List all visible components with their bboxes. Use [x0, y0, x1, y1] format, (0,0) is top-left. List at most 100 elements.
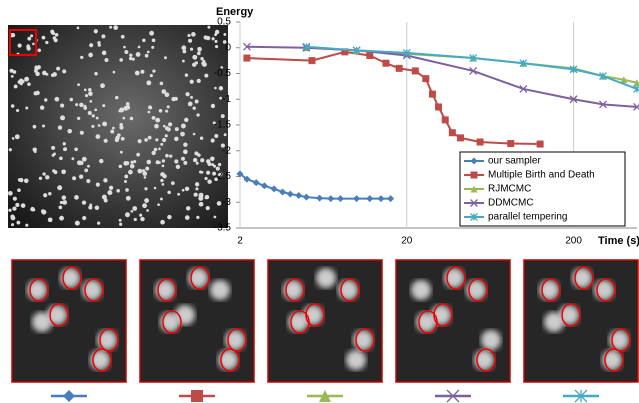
detection — [285, 278, 305, 302]
cell — [207, 179, 212, 184]
cell-blob — [283, 280, 303, 300]
cell — [83, 88, 87, 92]
cell — [191, 62, 197, 67]
zoom-box — [9, 29, 37, 56]
cell-blob — [60, 268, 80, 288]
point — [382, 59, 390, 67]
cell-blob — [609, 330, 629, 350]
cell — [45, 40, 49, 45]
detection — [611, 328, 631, 352]
cell — [205, 205, 210, 211]
cell — [10, 223, 15, 227]
cell — [38, 176, 43, 180]
cell — [115, 95, 119, 100]
cell — [192, 157, 198, 163]
point — [353, 195, 361, 203]
cell — [214, 29, 220, 35]
cell-blob — [218, 350, 238, 370]
cell — [151, 45, 155, 49]
cell — [196, 78, 201, 83]
cell — [219, 96, 223, 100]
cell — [199, 136, 204, 140]
cell — [184, 186, 190, 192]
cell — [27, 36, 32, 41]
cell — [167, 122, 173, 127]
cell — [133, 217, 137, 222]
cell-blob — [90, 350, 110, 370]
cell — [210, 138, 215, 143]
cell — [99, 158, 104, 164]
cell — [197, 48, 202, 52]
cell — [78, 174, 84, 179]
cell — [142, 169, 146, 173]
cell — [220, 66, 224, 69]
cell — [181, 188, 185, 192]
cell — [32, 124, 37, 129]
point — [302, 42, 311, 51]
cell — [164, 126, 170, 131]
point — [457, 134, 465, 142]
point — [366, 195, 374, 203]
cell-blob — [175, 305, 195, 325]
detection — [157, 278, 177, 302]
cell — [89, 43, 94, 48]
cell — [47, 217, 53, 223]
point — [243, 175, 251, 183]
cell — [206, 170, 211, 175]
point — [252, 179, 260, 187]
cell — [26, 44, 31, 49]
cell — [123, 45, 126, 49]
cell — [161, 164, 165, 168]
cell-blob — [431, 305, 451, 325]
cell — [91, 114, 95, 118]
cell — [167, 190, 171, 195]
point — [308, 57, 316, 65]
cell-blob — [416, 312, 436, 332]
cell-blob — [32, 312, 52, 332]
cell — [102, 121, 108, 127]
cell-blob — [444, 268, 464, 288]
point — [598, 100, 607, 109]
detection — [190, 266, 210, 290]
cell — [129, 53, 133, 57]
detection — [433, 303, 453, 327]
point — [574, 389, 588, 403]
cell — [88, 87, 92, 92]
point — [377, 195, 385, 203]
cell — [74, 147, 78, 152]
cell — [103, 178, 108, 183]
cell — [204, 176, 208, 181]
cell — [128, 56, 133, 61]
cell — [59, 200, 64, 205]
cell — [102, 104, 106, 108]
point — [598, 72, 607, 81]
cell — [144, 53, 149, 58]
cell — [119, 58, 123, 62]
cell — [101, 194, 107, 200]
cell — [44, 98, 48, 102]
point — [270, 185, 278, 193]
cell — [41, 35, 46, 40]
cell — [201, 61, 206, 66]
cell — [124, 174, 129, 179]
cell — [142, 38, 146, 43]
point — [569, 65, 578, 74]
crops — [11, 259, 639, 383]
cell — [196, 215, 200, 219]
cell — [180, 123, 186, 129]
cell — [198, 192, 204, 198]
cell — [162, 124, 166, 128]
point — [470, 199, 478, 207]
cell — [196, 51, 201, 56]
cell — [129, 163, 135, 169]
cell — [57, 125, 63, 130]
cell — [41, 209, 47, 215]
cell-blob — [82, 280, 102, 300]
cell — [10, 75, 14, 78]
cell — [39, 105, 45, 110]
cell — [204, 194, 210, 200]
cell — [120, 34, 125, 39]
cell — [25, 106, 29, 110]
cell — [30, 34, 34, 38]
